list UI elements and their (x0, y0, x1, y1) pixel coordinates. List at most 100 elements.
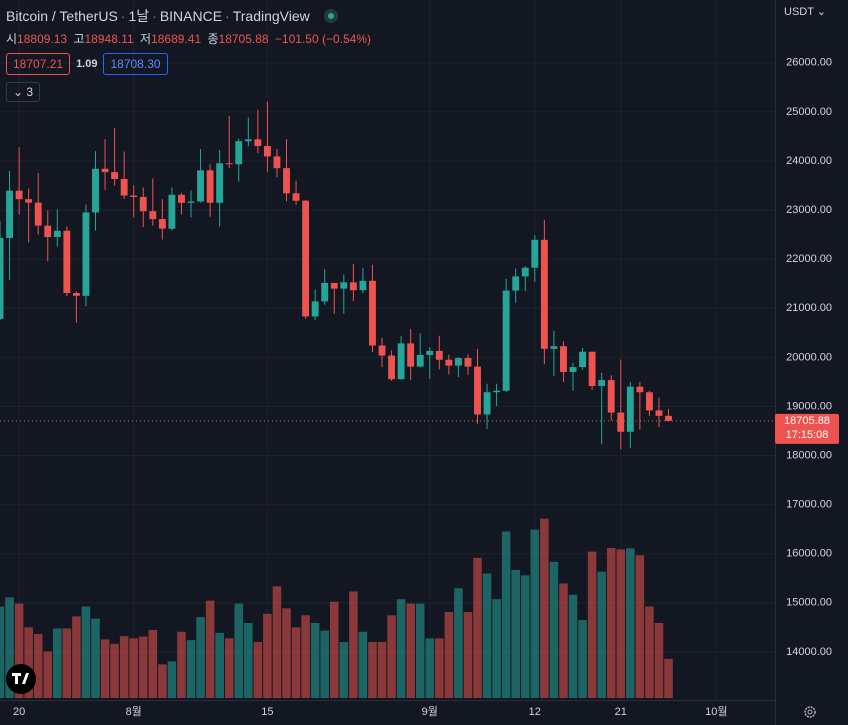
ohlc-legend: 시18809.13 고18948.11 저18689.41 종18705.88 … (6, 30, 374, 47)
volume-bar (91, 618, 100, 698)
volume-bar (664, 658, 673, 698)
candle-body (302, 200, 310, 317)
indicator-count: 3 (26, 85, 34, 99)
volume-bar (530, 529, 540, 698)
candle-body (521, 267, 529, 277)
settings[interactable] (804, 706, 816, 718)
candle-body (617, 412, 625, 432)
spread: 1.09 (76, 58, 98, 70)
candle-body (63, 230, 71, 294)
candle-body (445, 359, 453, 366)
x-tick-label: 20 (13, 706, 25, 718)
x-tick-label: 12 (529, 706, 541, 718)
candle-body (273, 156, 281, 169)
currency[interactable]: USDT ⌄ (784, 6, 827, 18)
candle-body (636, 386, 644, 393)
volume-bar (511, 569, 520, 698)
volume-bar (415, 603, 425, 698)
ask[interactable]: 18708.30 (103, 53, 168, 75)
candle-body (569, 367, 577, 373)
candle-body (493, 390, 501, 393)
y-tick-label: 17000.00 (786, 499, 832, 511)
volume-bar (196, 617, 205, 698)
volume-bar (559, 583, 568, 698)
y-tick-label: 15000.00 (786, 597, 832, 609)
volume-bar (253, 642, 263, 698)
candle-body (321, 282, 329, 302)
interval[interactable]: 1날 (128, 8, 150, 24)
open-value: 18809.13 (17, 32, 68, 46)
market-status[interactable] (323, 9, 338, 23)
volume-bar (492, 599, 501, 698)
volume-bar (396, 599, 406, 698)
candle-body (101, 168, 109, 173)
candle-body (92, 168, 99, 213)
candle-body (598, 380, 606, 386)
volume-bar (272, 586, 282, 698)
volume-bar (616, 549, 626, 698)
volume-bar (377, 642, 387, 698)
symbol[interactable]: Bitcoin / TetherUS (6, 8, 118, 24)
candle-body (378, 345, 386, 356)
volume-bar (463, 611, 473, 698)
volume-bar (349, 591, 358, 698)
volume-bar (587, 551, 597, 698)
volume-bar (540, 518, 549, 698)
y-tick-label: 25000.00 (786, 106, 832, 118)
candle-body (130, 195, 138, 197)
x-tick-label: 9월 (422, 705, 438, 718)
volume-bar (5, 597, 14, 698)
indicators-toggle[interactable]: ⌄ 3 (6, 82, 41, 102)
volume-bar (263, 613, 272, 698)
candle-body (178, 194, 185, 203)
candle-body (311, 301, 319, 317)
candle-body (579, 351, 587, 368)
quotes: 18707.21 1.09 18708.30 (6, 53, 168, 75)
y-tick-label: 21000.00 (786, 302, 832, 314)
tv-logo[interactable] (6, 664, 36, 694)
candle-body (225, 163, 233, 165)
candle-body (216, 163, 224, 203)
volume-bar (167, 661, 177, 698)
volume-bar (177, 631, 186, 698)
candle-body (283, 168, 290, 194)
volume-bar (635, 555, 645, 698)
bid[interactable]: 18707.21 (6, 53, 71, 75)
candle-body (25, 199, 33, 203)
x-tick-label: 10월 (705, 705, 727, 718)
volume-bar (549, 561, 559, 698)
candle-body (550, 346, 558, 349)
volume-bar (310, 622, 320, 698)
y-tick-label: 18000.00 (786, 449, 832, 461)
candle-body (197, 170, 204, 202)
candle-body (72, 293, 80, 296)
candle-body (540, 239, 548, 349)
y-tick-label: 20000.00 (786, 351, 832, 363)
logo-circle (6, 664, 36, 694)
volume-bar (406, 603, 415, 698)
source: TradingView (232, 8, 310, 24)
candle-body (502, 290, 510, 391)
volume-bar (301, 615, 310, 698)
candle-body (0, 237, 4, 319)
volume-bar (339, 642, 349, 698)
candle-body (655, 410, 663, 416)
volume-bar (186, 640, 196, 698)
close-value: 18705.88 (218, 32, 269, 46)
last-price-label: 18705.88 (784, 415, 830, 427)
y-tick-label: 14000.00 (786, 646, 832, 658)
candle-body (254, 139, 262, 147)
candle-body (292, 193, 300, 201)
volume-bar (53, 628, 62, 698)
symbol-header[interactable]: Bitcoin / TetherUS · 1날 · BINANCE · TradingVie… (6, 6, 338, 26)
volume-bar (244, 622, 253, 698)
volume-bar (482, 573, 492, 698)
volume-bar (606, 547, 616, 698)
candle-body (235, 141, 243, 165)
candle-body (263, 146, 271, 157)
volume-bar (62, 628, 72, 698)
volume-bar (0, 606, 5, 698)
high-value: 18948.11 (84, 32, 134, 46)
volume-bar (368, 642, 377, 698)
candle-body (388, 355, 395, 380)
